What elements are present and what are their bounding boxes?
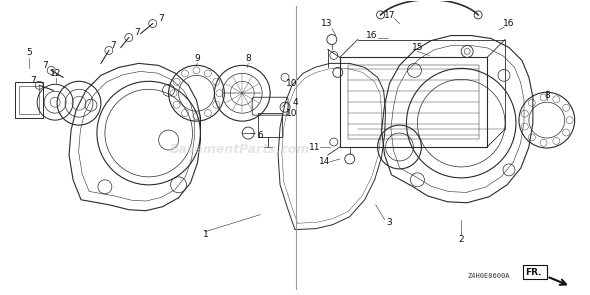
Text: 8: 8	[245, 54, 251, 63]
Text: BasementParts.com: BasementParts.com	[170, 143, 310, 156]
Text: 12: 12	[50, 69, 62, 78]
Text: 10: 10	[286, 109, 298, 118]
Text: FR.: FR.	[526, 268, 542, 277]
Text: 3: 3	[386, 218, 392, 227]
Text: 7: 7	[110, 41, 116, 50]
Text: 14: 14	[319, 158, 330, 166]
Text: 2: 2	[458, 235, 464, 244]
Text: 7: 7	[42, 61, 48, 70]
Text: 5: 5	[27, 48, 32, 57]
Text: Z4H0E0600A: Z4H0E0600A	[468, 273, 510, 279]
Text: 17: 17	[384, 11, 395, 20]
Text: 8: 8	[544, 91, 550, 100]
Text: 11: 11	[309, 142, 320, 152]
Text: 7: 7	[158, 14, 163, 23]
Text: 7: 7	[134, 28, 140, 37]
Text: 6: 6	[257, 131, 263, 140]
Text: 16: 16	[366, 31, 378, 40]
Text: 1: 1	[202, 230, 208, 239]
Text: 13: 13	[321, 19, 333, 28]
Text: 9: 9	[195, 54, 201, 63]
Text: 15: 15	[412, 43, 423, 52]
Text: 7: 7	[30, 76, 36, 85]
Text: 4: 4	[292, 98, 298, 107]
Text: 10: 10	[286, 79, 298, 88]
Text: 16: 16	[503, 19, 514, 28]
